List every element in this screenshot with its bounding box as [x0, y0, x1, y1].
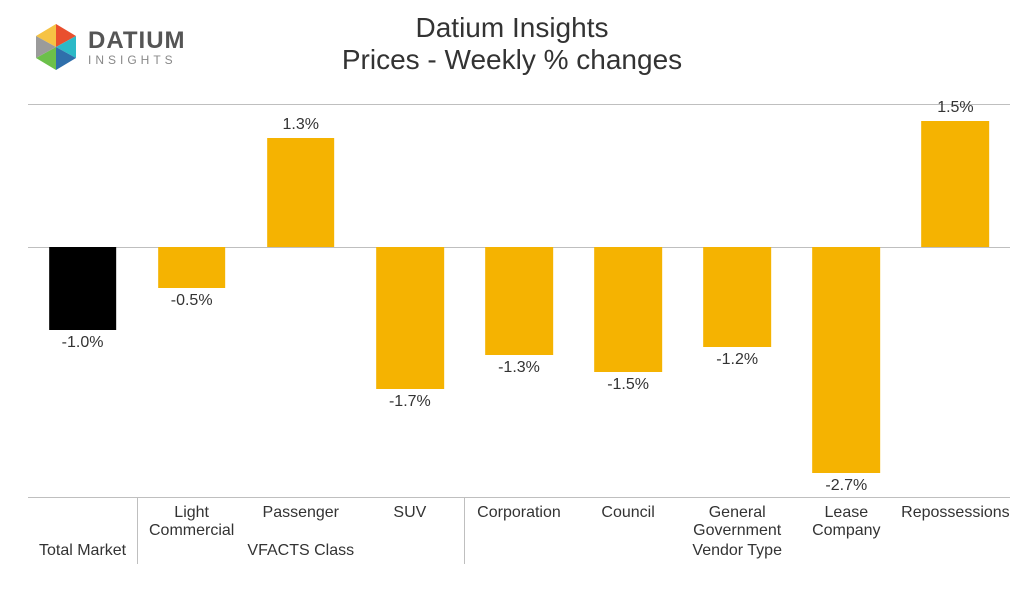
- category-label: Repossessions: [898, 504, 1013, 522]
- page: DATIUM INSIGHTS Datium Insights Prices -…: [0, 0, 1024, 594]
- bar-slot: 1.3%Passenger: [246, 104, 355, 498]
- bar-value-label: -1.5%: [607, 376, 649, 394]
- chart-title: Datium Insights Prices - Weekly % change…: [0, 12, 1024, 76]
- bar-value-label: -1.3%: [498, 359, 540, 377]
- bar-slot: -1.5%Council: [574, 104, 683, 498]
- bar: [594, 247, 662, 373]
- bar-slot: -0.5%LightCommercial: [137, 104, 246, 498]
- bar-slot: -2.7%LeaseCompany: [792, 104, 901, 498]
- bar-value-label: -2.7%: [825, 477, 867, 495]
- group-label: Vendor Type: [464, 542, 1010, 560]
- category-label: GeneralGovernment: [680, 504, 795, 539]
- category-label: LightCommercial: [134, 504, 249, 539]
- bar-chart: -1.0%-0.5%LightCommercial1.3%Passenger-1…: [28, 104, 1010, 564]
- bar: [703, 247, 771, 348]
- chart-title-line2: Prices - Weekly % changes: [0, 44, 1024, 76]
- bar: [376, 247, 444, 390]
- bar: [485, 247, 553, 356]
- bar-slot: -1.2%GeneralGovernment: [683, 104, 792, 498]
- group-label: VFACTS Class: [137, 542, 464, 560]
- bar: [49, 247, 117, 331]
- bar-slot: -1.7%SUV: [355, 104, 464, 498]
- category-label: SUV: [353, 504, 468, 522]
- category-label: LeaseCompany: [789, 504, 904, 539]
- bar-value-label: 1.5%: [937, 99, 973, 117]
- bar: [922, 121, 990, 247]
- bar-slot: -1.3%Corporation: [464, 104, 573, 498]
- bar-value-label: 1.3%: [283, 116, 319, 134]
- bar: [158, 247, 226, 289]
- bar: [812, 247, 880, 473]
- category-label: Passenger: [243, 504, 358, 522]
- category-label: Corporation: [462, 504, 577, 522]
- bar-slot: -1.0%: [28, 104, 137, 498]
- category-label: Council: [571, 504, 686, 522]
- bar-value-label: -1.0%: [62, 334, 104, 352]
- bar-value-label: -0.5%: [171, 292, 213, 310]
- bar-value-label: -1.2%: [716, 351, 758, 369]
- bar-slot: 1.5%Repossessions: [901, 104, 1010, 498]
- group-label: Total Market: [28, 542, 137, 560]
- bar-value-label: -1.7%: [389, 393, 431, 411]
- bar: [267, 138, 335, 247]
- chart-title-line1: Datium Insights: [0, 12, 1024, 44]
